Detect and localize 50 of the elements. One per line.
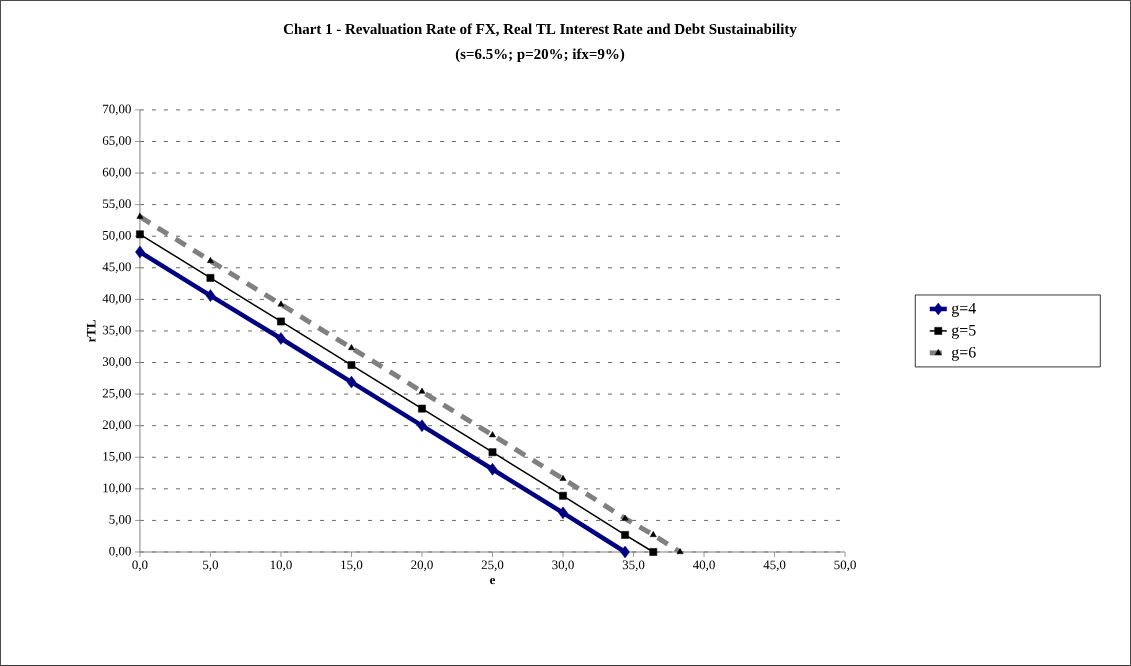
legend-label: g=4 (951, 303, 976, 317)
x-tick-label: 0,0 (132, 560, 148, 572)
point (277, 317, 285, 326)
point (417, 419, 427, 432)
x-tick-label: 5,0 (203, 560, 219, 572)
legend-label: g=5 (951, 325, 976, 339)
y-axis-title: rTL (86, 320, 96, 343)
y-tick-label: 70,00 (103, 104, 131, 116)
y-tick-label: 10,00 (103, 483, 131, 495)
chart-subtitle: (s=6.5%; p=20%; ifx=9%) (455, 48, 625, 63)
x-tick-label: 25,0 (481, 560, 504, 572)
point (418, 404, 426, 413)
point (649, 548, 658, 556)
point (205, 289, 216, 302)
point (206, 274, 215, 282)
y-tick-label: 5,00 (109, 515, 131, 526)
point (559, 491, 567, 500)
point (347, 361, 356, 369)
x-tick-label: 40,0 (692, 560, 715, 572)
y-tick-label: 40,00 (102, 294, 131, 305)
point (135, 245, 145, 259)
x-tick-label: 35,0 (622, 560, 645, 572)
point (620, 545, 630, 559)
point (136, 230, 144, 239)
point (276, 332, 286, 345)
x-tick-label: 50,0 (834, 560, 856, 572)
x-axis-title: e (490, 578, 496, 585)
y-tick-label: 65,00 (102, 136, 131, 147)
point (488, 448, 497, 457)
legend-label: g=6 (951, 346, 976, 361)
x-tick-label: 10,0 (270, 560, 292, 572)
x-tick-label: 30,0 (552, 560, 574, 572)
y-tick-label: 30,00 (102, 357, 131, 368)
y-tick-label: 35,00 (102, 325, 131, 337)
x-tick-label: 15,0 (341, 560, 363, 572)
y-tick-label: 45,00 (102, 262, 131, 274)
y-tick-label: 60,00 (102, 167, 131, 179)
y-tick-label: 50,00 (103, 230, 131, 242)
x-tick-label: 20,0 (411, 560, 433, 572)
chart-title: Chart 1 - Revaluation Rate of FX, Real TL Interest Rate and Debt Sustainability (283, 23, 797, 38)
y-tick-label: 0,00 (109, 546, 131, 558)
y-tick-label: 55,00 (103, 199, 131, 210)
y-tick-label: 25,00 (102, 388, 131, 400)
point (346, 375, 357, 389)
x-tick-label: 45,0 (763, 560, 786, 572)
point (621, 531, 629, 539)
y-tick-label: 20,00 (102, 420, 131, 432)
y-tick-label: 15,00 (103, 452, 131, 463)
point (487, 463, 498, 476)
point (558, 506, 568, 520)
